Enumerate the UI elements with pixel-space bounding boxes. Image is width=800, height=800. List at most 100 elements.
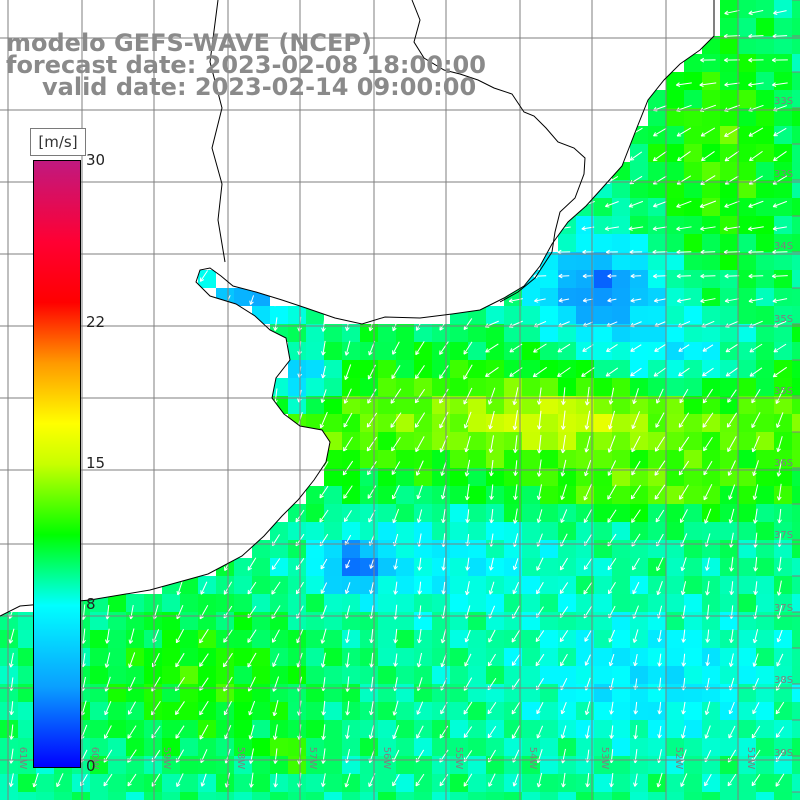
wind-arrow xyxy=(628,226,644,231)
wind-speed-cell xyxy=(756,126,774,144)
wind-speed-cell xyxy=(666,72,684,90)
wind-speed-cell xyxy=(648,324,666,342)
wind-speed-cell xyxy=(288,792,306,800)
wind-speed-cell xyxy=(378,594,396,612)
wind-speed-cell xyxy=(432,504,450,522)
wind-speed-cell xyxy=(612,612,630,630)
wind-speed-cell xyxy=(216,630,234,648)
wind-speed-cell xyxy=(702,468,720,486)
wind-speed-cell xyxy=(576,666,594,684)
wind-speed-cell xyxy=(324,702,342,720)
wind-arrow xyxy=(369,582,374,595)
wind-speed-cell xyxy=(774,360,792,378)
wind-speed-cell xyxy=(396,450,414,468)
wind-speed-cell xyxy=(342,594,360,612)
wind-arrow xyxy=(705,580,710,596)
wind-speed-cell xyxy=(738,198,756,216)
wind-arrow xyxy=(512,508,518,524)
wind-speed-cell xyxy=(18,774,36,792)
wind-speed-cell xyxy=(792,648,800,666)
wind-arrow xyxy=(630,367,642,377)
wind-arrow xyxy=(321,316,326,332)
wind-speed-cell xyxy=(252,648,270,666)
wind-speed-cell xyxy=(792,612,800,630)
wind-speed-cell xyxy=(594,666,612,684)
wind-speed-cell xyxy=(432,360,450,378)
wind-speed-cell xyxy=(0,738,18,756)
wind-speed-cell xyxy=(306,522,324,540)
wind-speed-cell xyxy=(468,576,486,594)
wind-speed-cell xyxy=(684,414,702,432)
wind-speed-cell xyxy=(756,630,774,648)
wind-speed-cell xyxy=(594,576,612,594)
wind-speed-cell xyxy=(612,468,630,486)
wind-speed-cell xyxy=(558,252,576,270)
wind-arrow xyxy=(393,628,398,644)
wind-speed-cell xyxy=(522,342,540,360)
wind-speed-cell xyxy=(666,684,684,702)
wind-arrow xyxy=(680,581,687,596)
wind-arrow xyxy=(700,127,716,137)
wind-speed-cell xyxy=(738,234,756,252)
wind-speed-cell xyxy=(648,756,666,774)
wind-speed-cell xyxy=(756,648,774,666)
wind-arrow xyxy=(680,557,687,572)
wind-speed-cell xyxy=(666,162,684,180)
wind-arrow xyxy=(560,434,566,454)
wind-arrow xyxy=(199,270,209,282)
wind-arrow xyxy=(749,150,763,162)
wind-speed-cell xyxy=(684,108,702,126)
wind-speed-cell xyxy=(540,378,558,396)
wind-arrow xyxy=(773,127,787,137)
wind-speed-cell xyxy=(792,234,800,252)
wind-speed-cell xyxy=(720,378,738,396)
wind-arrow xyxy=(679,509,688,524)
wind-arrow xyxy=(559,630,569,643)
wind-arrow xyxy=(271,558,281,570)
wind-arrow xyxy=(415,436,425,453)
wind-arrow xyxy=(675,82,692,87)
wind-speed-cell xyxy=(504,738,522,756)
wind-speed-cell xyxy=(774,324,792,342)
wind-speed-cell xyxy=(432,594,450,612)
wind-arrow xyxy=(753,581,758,595)
wind-speed-cell xyxy=(738,720,756,738)
wind-speed-cell xyxy=(576,216,594,234)
wind-arrow xyxy=(392,724,400,740)
wind-speed-cell xyxy=(720,36,738,54)
wind-arrow xyxy=(582,298,593,303)
wind-speed-cell xyxy=(612,342,630,360)
wind-speed-cell xyxy=(666,180,684,198)
wind-speed-cell xyxy=(576,360,594,378)
wind-speed-cell xyxy=(360,378,378,396)
wind-speed-cell xyxy=(270,702,288,720)
wind-speed-cell xyxy=(684,612,702,630)
wind-speed-cell xyxy=(432,522,450,540)
wind-speed-cell xyxy=(342,486,360,504)
wind-speed-cell xyxy=(702,72,720,90)
wind-speed-cell xyxy=(432,486,450,504)
wind-speed-cell xyxy=(18,666,36,684)
wind-speed-cell xyxy=(450,630,468,648)
wind-speed-cell xyxy=(126,702,144,720)
wind-speed-cell xyxy=(648,270,666,288)
wind-arrow xyxy=(631,435,641,453)
wind-arrow xyxy=(390,412,402,428)
wind-speed-cell xyxy=(684,594,702,612)
wind-speed-cell xyxy=(720,504,738,522)
wind-arrow xyxy=(604,226,620,231)
wind-speed-cell xyxy=(306,360,324,378)
wind-speed-cell xyxy=(684,198,702,216)
wind-speed-cell xyxy=(594,396,612,414)
wind-speed-cell xyxy=(630,522,648,540)
wind-speed-cell xyxy=(432,612,450,630)
wind-speed-cell xyxy=(738,432,756,450)
wind-speed-cell xyxy=(576,756,594,774)
wind-speed-cell xyxy=(252,702,270,720)
wind-arrow xyxy=(535,653,545,667)
wind-arrow xyxy=(657,701,663,715)
wind-arrow xyxy=(775,773,785,787)
wind-speed-cell xyxy=(774,180,792,198)
longitude-label: 57W xyxy=(307,747,318,770)
wind-arrow xyxy=(560,701,567,715)
